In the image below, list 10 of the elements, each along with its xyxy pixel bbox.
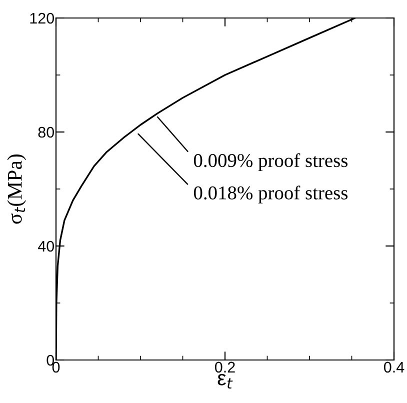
x-axis-title: ε$_{t}$ [218,374,233,389]
x-tick-label: 0.2 [214,362,235,373]
x-tick-label: 0.4 [384,362,404,373]
y-tick-label: 80 [38,126,54,138]
y-tick-label: 40 [38,240,54,252]
y-tick-label: 120 [30,12,54,24]
annotation: 0.009% proof stress [194,153,348,172]
annotation: 0.018% proof stress [194,186,348,204]
y-axis-title: σ$_{t}$(MPa) [7,154,26,224]
y-tick-label: 0 [46,354,54,366]
